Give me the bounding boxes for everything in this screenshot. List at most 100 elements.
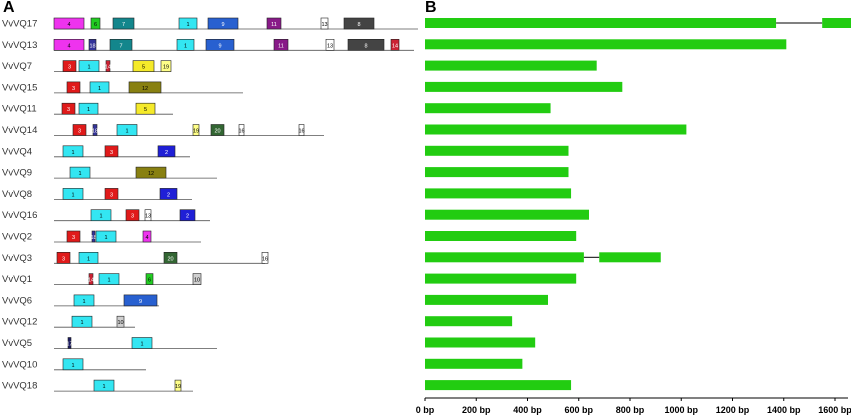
motif-number-label: 14 [392,43,398,49]
motif-box-3 [104,188,119,200]
motif-box-20 [163,252,178,264]
motif-box-9 [205,38,235,51]
x-tick-label: 400 bp [513,405,542,415]
motif-box-3 [66,81,81,94]
motif-box-1 [98,273,120,285]
motif-box-18 [92,124,98,136]
motif-number-label: 1 [71,363,74,369]
motif-number-label: 1 [99,214,102,220]
motif-box-3 [104,145,119,158]
motif-number-label: 14 [105,65,111,71]
motif-box-7 [109,38,133,51]
exon-bar [425,337,536,348]
motif-number-label: 10 [194,278,200,284]
exon-bar [425,231,577,241]
motif-number-label: 1 [104,235,107,241]
motif-box-11 [273,38,289,51]
motif-number-label: 10 [117,320,123,326]
x-tick-label: 1200 bp [716,405,750,415]
motif-number-label: 5 [142,65,145,71]
motif-number-label: 3 [67,107,70,113]
gene-label-vvvq1: VvVQ1 [2,274,32,285]
motif-box-14 [105,60,111,72]
gene-label-vvvq14: VvVQ14 [2,125,37,136]
motif-number-label: 3 [68,65,71,71]
motif-box-1 [78,60,100,72]
motif-number-label: 9 [139,299,142,305]
motif-box-1 [62,145,84,158]
motif-number-label: 4 [145,235,148,241]
motif-number-label: 5 [144,107,147,113]
motif-number-label: 4 [67,22,70,28]
motif-box-13 [144,209,152,221]
motif-number-label: 3 [72,235,75,241]
motif-box-1 [71,315,93,328]
gene-label-vvvq10: VvVQ10 [2,359,37,370]
x-tick-label: 800 bp [616,405,645,415]
motif-number-label: 19 [163,65,169,71]
gene-label-vvvq8: VvVQ8 [2,189,32,200]
exon-bar [425,60,597,71]
motif-number-label: 3 [131,214,134,220]
motif-number-label: 3 [78,129,81,135]
motif-box-10 [116,315,125,328]
motif-box-18 [91,230,96,243]
panel-b-label: B [425,0,437,16]
motif-box-3 [56,252,71,264]
motif-box-1 [89,81,110,94]
exon-bar [425,18,777,28]
gene-label-vvvq17: VvVQ17 [2,19,37,30]
motif-box-3 [61,102,76,115]
gene-label-vvvq9: VvVQ9 [2,168,32,179]
motif-number-label: 3 [110,192,113,198]
motif-number-label: 1 [140,342,143,348]
motif-number-label: 11 [271,22,277,28]
motif-box-4 [142,230,152,243]
motif-number-label: 2 [165,150,168,156]
motif-number-label: 13 [145,214,151,220]
motif-number-label: 12 [148,171,154,177]
motif-box-2 [159,188,178,200]
gene-label-vvvq11: VvVQ11 [2,104,37,115]
motif-box-4 [53,38,85,51]
motif-number-label: 3 [62,256,65,262]
motif-box-1 [62,358,84,371]
motif-number-label: 6 [94,22,97,28]
motif-box-1 [176,38,195,51]
motif-box-1 [62,188,84,200]
motif-box-12 [135,166,167,179]
motif-number-label: 1 [125,129,128,135]
motif-box-18 [88,38,97,51]
gene-label-vvvq6: VvVQ6 [2,295,32,306]
motif-box-16 [298,124,305,136]
motif-number-label: 9 [218,43,221,49]
motif-box-1 [73,294,95,307]
motif-box-6 [90,17,101,30]
motif-box-3 [62,60,77,72]
motif-box-13 [320,17,329,30]
x-tick-label: 600 bp [564,405,593,415]
motif-number-label: 13 [327,43,333,49]
x-tick-label: 1000 bp [664,405,698,415]
exon-bar [425,167,569,178]
motif-number-label: 1 [98,86,101,92]
motif-number-label: 1 [184,43,187,49]
motif-number-label: 1 [80,320,83,326]
motif-box-1 [90,209,112,221]
motif-number-label: 7 [122,22,125,28]
exon-bar [822,18,851,28]
motif-number-label: 8 [364,43,367,49]
exon-bar [425,81,623,92]
exon-bar [425,380,572,391]
motif-number-label: 2 [167,192,170,198]
motif-number-label: 13 [321,22,327,28]
panel-a-label: A [3,0,15,16]
motif-number-label: 16 [298,129,304,135]
motif-box-5 [135,102,156,115]
exon-bar [425,358,523,369]
motif-box-13 [325,38,335,51]
exon-bar [599,252,661,263]
motif-box-1 [78,252,99,264]
gene-label-vvvq12: VvVQ12 [2,317,37,328]
